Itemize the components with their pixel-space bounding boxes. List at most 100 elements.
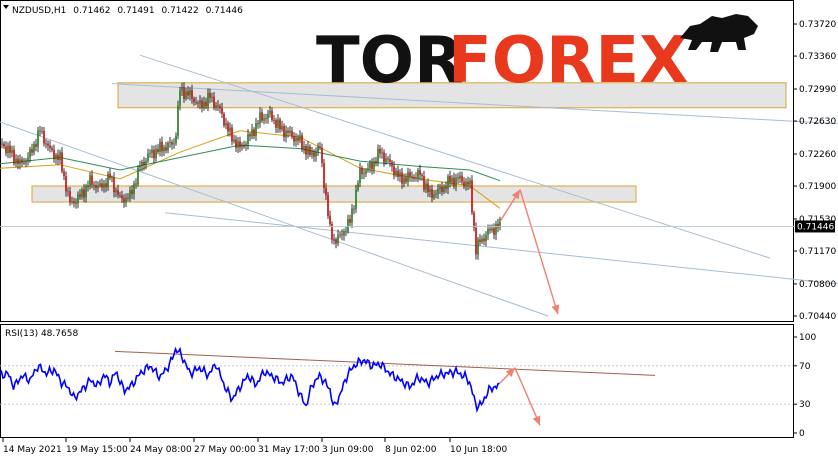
candle-body	[237, 141, 239, 148]
bull-icon	[680, 14, 758, 52]
candle-body	[189, 90, 191, 96]
candle-body	[141, 161, 143, 167]
candle-body	[145, 161, 147, 166]
candle-body	[87, 185, 89, 187]
candle-body	[177, 105, 179, 136]
candle-body	[301, 135, 303, 149]
candle-body	[33, 144, 35, 153]
candle-body	[63, 171, 65, 177]
candle-body	[333, 239, 335, 240]
candle-body	[395, 170, 397, 176]
price-tick-label: 0.71900	[799, 182, 836, 192]
candle-body	[193, 98, 195, 103]
current-price-tag	[795, 220, 835, 233]
candle-body	[151, 149, 153, 153]
logo-tor: TOR	[316, 24, 463, 98]
candle-body	[215, 105, 217, 108]
rsi-forecast-arrows	[499, 367, 541, 426]
candle-body	[3, 143, 5, 147]
candle-body	[167, 142, 169, 151]
candle-body	[429, 189, 431, 192]
candle-body	[367, 168, 369, 171]
candle-body	[207, 92, 209, 107]
candle-body	[123, 198, 125, 203]
rsi-levels	[0, 365, 795, 405]
candle-body	[271, 110, 273, 121]
candle-body	[377, 148, 379, 164]
candle-body	[161, 141, 163, 152]
candle-body	[361, 167, 363, 175]
candle-body	[491, 228, 493, 231]
candle-body	[457, 177, 459, 179]
candle-body	[475, 227, 477, 255]
candle-body	[465, 181, 467, 186]
rsi-forecast-arrow-1	[514, 367, 541, 426]
candle-body	[467, 181, 469, 185]
rsi-forecast-arrow-0-head	[505, 367, 515, 377]
candle-body	[35, 144, 37, 147]
candle-body	[175, 135, 177, 144]
candle-body	[89, 175, 91, 187]
candle-body	[351, 208, 353, 223]
rsi-resistance-line	[114, 350, 656, 376]
candle-body	[37, 130, 39, 147]
candle-body	[139, 166, 141, 168]
candle-body	[397, 170, 399, 177]
rsi-tick-label: 30	[799, 400, 811, 410]
time-tick-label: 3 Jun 09:00	[322, 445, 374, 455]
candle-body	[393, 166, 395, 176]
trendline-2	[0, 121, 549, 317]
candle-body	[303, 146, 305, 149]
candle-body	[217, 105, 219, 107]
candle-body	[85, 185, 87, 198]
candle-body	[399, 172, 401, 177]
candle-body	[353, 208, 355, 210]
candle-body	[81, 189, 83, 197]
candle-body	[493, 228, 495, 235]
candle-body	[67, 191, 69, 193]
candle-body	[17, 158, 19, 164]
candle-body	[19, 159, 21, 164]
time-tick-label: 10 Jun 18:00	[450, 445, 507, 455]
candle-body	[129, 190, 131, 199]
candle-body	[291, 130, 293, 137]
candle-body	[127, 197, 129, 199]
candle-body	[121, 195, 123, 199]
candle-body	[109, 173, 111, 178]
candle-body	[99, 183, 101, 186]
candle-body	[249, 134, 251, 137]
candle-body	[5, 146, 7, 154]
candle-body	[293, 136, 295, 142]
rsi-axis: 100 70 30 0	[793, 333, 816, 439]
candle-body	[329, 215, 331, 224]
price-tick-label: 0.70440	[799, 312, 836, 322]
candle-body	[365, 170, 367, 174]
candle-body	[317, 146, 319, 153]
candle-body	[345, 231, 347, 233]
candle-body	[105, 183, 107, 188]
moving-average-0	[0, 130, 501, 209]
candle-body	[411, 176, 413, 178]
candle-body	[163, 147, 165, 152]
rsi-forecast-arrow-1-head	[532, 415, 541, 426]
candle-body	[57, 154, 59, 160]
candle-body	[239, 141, 241, 148]
candle-body	[221, 108, 223, 114]
rsi-trendline	[114, 350, 656, 376]
candle-body	[423, 176, 425, 190]
candle-body	[443, 186, 445, 192]
candle-body	[469, 180, 471, 185]
candle-body	[83, 189, 85, 198]
price-tick-label: 0.71170	[799, 247, 836, 257]
candle-body	[459, 175, 461, 179]
candle-body	[219, 106, 221, 109]
candle-body	[39, 130, 41, 132]
candle-body	[481, 238, 483, 242]
candle-body	[29, 149, 31, 158]
candle-body	[107, 173, 109, 188]
candle-body	[421, 175, 423, 177]
candle-body	[401, 172, 403, 184]
candle-body	[477, 239, 479, 255]
candle-body	[363, 173, 365, 175]
candle-body	[267, 113, 269, 119]
